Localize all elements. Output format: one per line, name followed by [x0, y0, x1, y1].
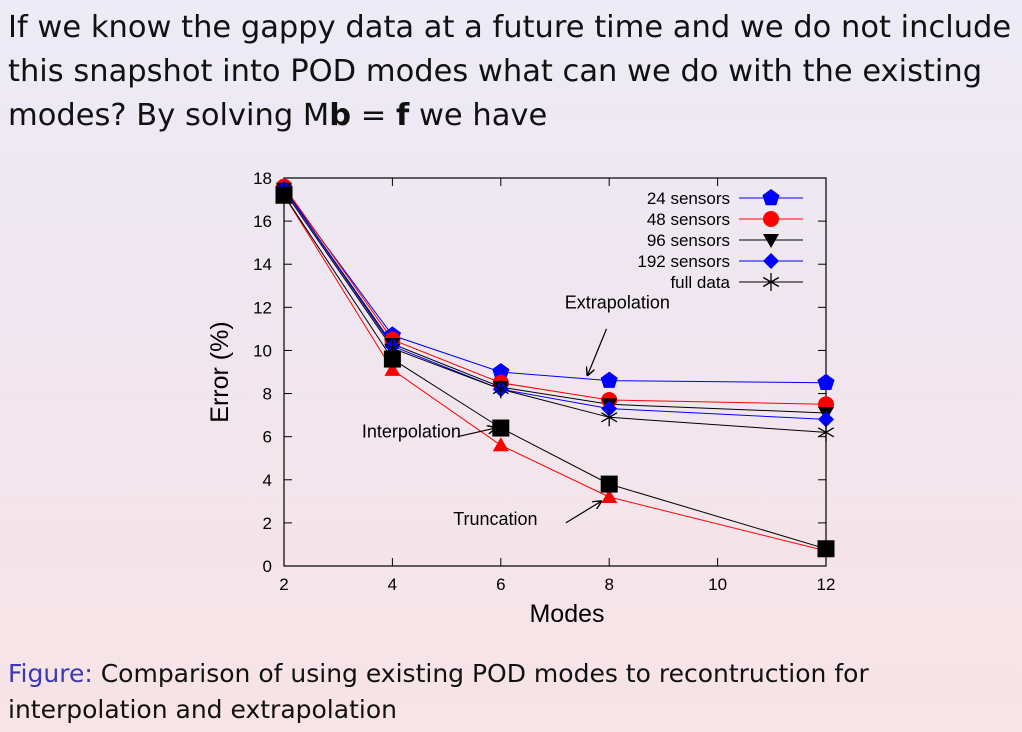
- legend-marker-1: [763, 211, 779, 227]
- legend-marker-2: [763, 234, 779, 248]
- y-tick-label: 8: [263, 385, 272, 404]
- legend-label-2: 96 sensors: [647, 231, 730, 250]
- data-point-5-2: [492, 437, 509, 452]
- figure-caption: Figure: Comparison of using existing POD…: [8, 656, 1016, 728]
- annotation-label-1: Interpolation: [362, 422, 461, 442]
- legend-label-3: 192 sensors: [637, 252, 730, 271]
- data-point-6-4: [817, 540, 835, 558]
- y-tick-label: 6: [263, 428, 272, 447]
- data-point-6-1: [383, 350, 401, 368]
- x-axis-label: Modes: [529, 600, 604, 628]
- y-tick-label: 18: [253, 169, 272, 188]
- data-point-5-3: [601, 489, 618, 504]
- x-tick-label: 12: [817, 575, 836, 594]
- y-tick-label: 14: [253, 255, 272, 274]
- y-tick-label: 16: [253, 212, 272, 231]
- legend-label-4: full data: [670, 273, 730, 292]
- data-point-0-3: [600, 371, 618, 388]
- x-tick-label: 4: [388, 575, 397, 594]
- intro-bold-f: f: [396, 98, 410, 133]
- y-tick-label: 12: [253, 298, 272, 317]
- y-tick-label: 0: [263, 557, 272, 576]
- legend-marker-0: [762, 189, 780, 206]
- legend-marker-3: [763, 253, 779, 269]
- annotation-label-0: Extrapolation: [565, 292, 670, 312]
- intro-text-part1: If we know the gappy data at a future ti…: [8, 10, 1012, 133]
- data-point-3-4: [818, 411, 834, 428]
- intro-equals: =: [351, 98, 396, 133]
- data-point-4-2: [492, 380, 509, 399]
- series-line-6: [283, 194, 827, 550]
- intro-bold-b: b: [329, 98, 352, 133]
- data-point-6-3: [600, 475, 618, 493]
- series-line-5: [283, 194, 827, 552]
- y-axis-label: Error (%): [206, 321, 234, 422]
- y-tick-label: 4: [263, 471, 272, 490]
- data-point-6-0: [275, 186, 293, 204]
- legend-label-0: 24 sensors: [647, 189, 730, 208]
- data-point-4-3: [601, 408, 618, 427]
- series-line-3: [283, 188, 827, 420]
- caption-label: Figure:: [8, 659, 93, 688]
- x-tick-label: 10: [708, 575, 727, 594]
- plot-frame: [283, 177, 827, 567]
- data-point-5-1: [384, 361, 401, 376]
- intro-paragraph: If we know the gappy data at a future ti…: [8, 6, 1016, 138]
- x-tick-label: 2: [279, 575, 288, 594]
- x-tick-label: 6: [496, 575, 505, 594]
- data-point-0-2: [492, 363, 510, 380]
- caption-text: Comparison of using existing POD modes t…: [8, 659, 869, 724]
- annotation-arrow-1: [457, 428, 495, 438]
- y-tick-label: 10: [253, 341, 272, 360]
- series-line-0: [283, 188, 827, 384]
- legend-label-1: 48 sensors: [647, 210, 730, 229]
- intro-text-part2: we have: [409, 98, 548, 133]
- data-point-4-4: [817, 423, 835, 442]
- x-tick-label: 8: [604, 575, 613, 594]
- annotation-arrow-0: [588, 328, 608, 375]
- data-point-0-4: [817, 373, 835, 391]
- annotation-arrow-2: [565, 501, 601, 524]
- legend-marker-4: [762, 273, 780, 291]
- y-tick-label: 2: [263, 514, 272, 533]
- annotation-label-2: Truncation: [453, 509, 537, 529]
